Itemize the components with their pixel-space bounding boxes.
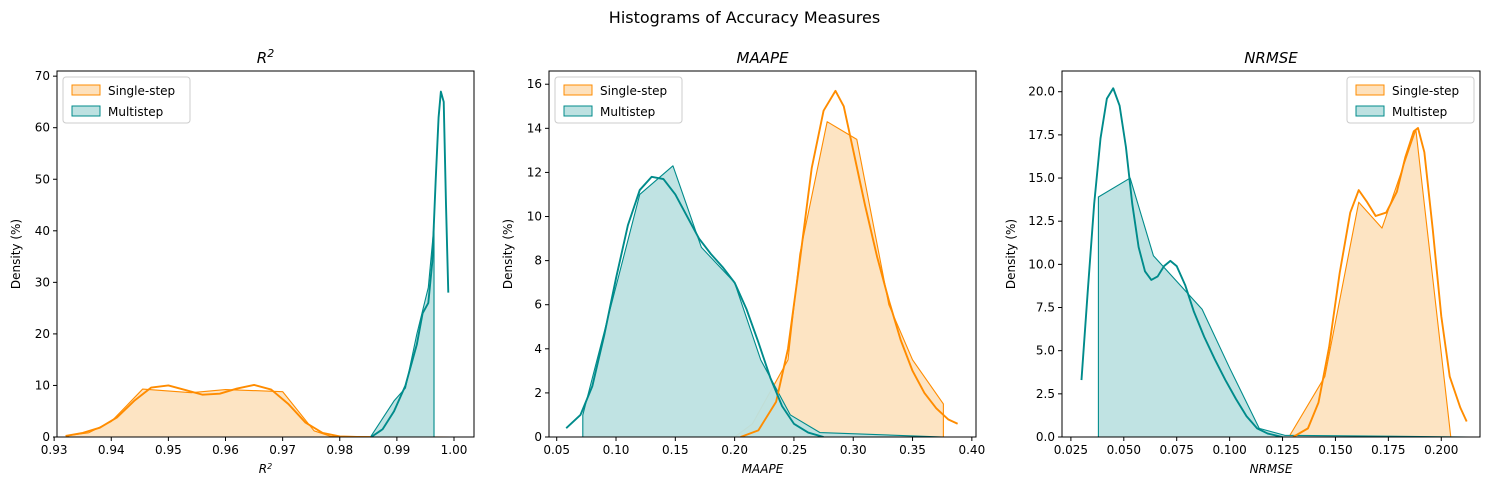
y-axis-label: Density (%) — [501, 219, 515, 289]
y-tick-label: 4 — [534, 342, 542, 356]
legend-swatch — [563, 84, 593, 96]
x-tick-label: 0.100 — [1212, 443, 1246, 457]
y-tick-label: 40 — [35, 224, 50, 238]
legend-swatch — [1355, 84, 1385, 96]
x-tick-label: 0.15 — [662, 443, 689, 457]
single-step-kde-line — [65, 383, 357, 437]
legend-swatch — [71, 105, 101, 117]
y-tick-label: 15.0 — [1028, 171, 1055, 185]
x-tick-label: 0.175 — [1371, 443, 1405, 457]
y-tick-label: 16 — [527, 77, 542, 91]
single-step-kde-line — [1292, 127, 1468, 437]
x-tick-label: 0.05 — [543, 443, 570, 457]
plot-area — [1080, 87, 1470, 437]
x-tick-label: 0.30 — [840, 443, 867, 457]
x-tick-label: 0.97 — [269, 443, 296, 457]
y-tick-label: 12 — [527, 165, 542, 179]
y-tick-label: 17.5 — [1028, 128, 1055, 142]
y-tick-label: 60 — [35, 121, 50, 135]
axes-frame — [1061, 70, 1481, 438]
axes-frame — [56, 70, 475, 438]
y-tick-label: 2 — [534, 386, 542, 400]
y-tick-label: 0 — [534, 430, 542, 444]
y-tick-label: 12.5 — [1028, 214, 1055, 228]
x-tick-label: 0.050 — [1107, 443, 1141, 457]
multistep-hist-area — [1097, 177, 1470, 437]
x-axis-label: MAAPE — [742, 462, 784, 476]
panel-3: 0.025 0.050 0.075 0.100 0.125 0.150 0.175 0.200… — [1004, 49, 1481, 476]
panel-1: 0.93 0.94 0.95 0.96 0.97 0.98 0.99 1.00 0 10 20 30 4… — [9, 47, 475, 477]
y-tick-label: 0 — [42, 430, 50, 444]
legend-swatch — [563, 105, 593, 117]
plot-area — [65, 90, 452, 437]
legend: Single-step Multistep — [1346, 76, 1475, 124]
x-tick-label: 0.98 — [326, 443, 353, 457]
y-axis-label: Density (%) — [9, 219, 23, 289]
single-step-hist-area — [1097, 129, 1452, 437]
x-tick-label: 0.40 — [958, 443, 985, 457]
y-tick-label: 30 — [35, 275, 50, 289]
x-tick-label: 0.150 — [1318, 443, 1352, 457]
y-tick-label: 5.0 — [1036, 344, 1055, 358]
legend: Single-step Multistep — [62, 76, 191, 124]
legend-swatch — [1355, 105, 1385, 117]
y-tick-label: 10 — [35, 378, 50, 392]
y-axis-label: Density (%) — [1004, 219, 1018, 289]
x-tick-label: 0.200 — [1424, 443, 1458, 457]
plot-area — [565, 89, 959, 437]
y-tick-label: 0.0 — [1036, 430, 1055, 444]
legend: Single-step Multistep — [554, 76, 683, 124]
x-tick-label: 0.93 — [41, 443, 68, 457]
x-tick-label: 0.94 — [98, 443, 125, 457]
legend-label: Multistep — [600, 105, 655, 119]
y-tick-label: 20.0 — [1028, 85, 1055, 99]
x-tick-label: 0.25 — [781, 443, 808, 457]
y-tick-label: 8 — [534, 254, 542, 268]
x-axis-label: R2 — [259, 462, 272, 477]
legend-label: Single-step — [600, 84, 667, 98]
x-tick-label: 0.20 — [721, 443, 748, 457]
y-tick-label: 50 — [35, 172, 50, 186]
y-tick-label: 7.5 — [1036, 301, 1055, 315]
panel-title: MAAPE — [737, 49, 790, 67]
y-tick-label: 20 — [35, 327, 50, 341]
multistep-kde-line — [370, 90, 450, 437]
panel-title: R2 — [257, 47, 274, 68]
x-tick-label: 0.96 — [212, 443, 239, 457]
y-tick-label: 6 — [534, 298, 542, 312]
x-axis-label: NRMSE — [1250, 462, 1293, 476]
x-tick-label: 0.075 — [1160, 443, 1194, 457]
y-tick-label: 2.5 — [1036, 387, 1055, 401]
single-step-kde-line — [740, 89, 959, 437]
legend-label: Multistep — [108, 105, 163, 119]
y-tick-label: 70 — [35, 69, 50, 83]
x-tick-label: 0.35 — [899, 443, 926, 457]
multistep-kde-line — [565, 175, 824, 437]
x-tick-label: 0.125 — [1265, 443, 1299, 457]
x-tick-label: 0.025 — [1054, 443, 1088, 457]
x-tick-label: 0.99 — [384, 443, 411, 457]
y-tick-label: 14 — [527, 121, 542, 135]
legend-label: Single-step — [108, 84, 175, 98]
legend-label: Single-step — [1392, 84, 1459, 98]
legend-swatch — [71, 84, 101, 96]
x-tick-label: 1.00 — [441, 443, 468, 457]
y-tick-label: 10 — [527, 210, 542, 224]
figure-suptitle: Histograms of Accuracy Measures — [609, 8, 880, 27]
legend-label: Multistep — [1392, 105, 1447, 119]
multistep-kde-line — [1080, 87, 1283, 437]
x-tick-label: 0.10 — [603, 443, 630, 457]
y-tick-label: 10.0 — [1028, 257, 1055, 271]
x-tick-label: 0.95 — [155, 443, 182, 457]
panel-title: NRMSE — [1244, 49, 1298, 67]
panel-2: 0.05 0.10 0.15 0.20 0.25 0.30 0.35 0.40 0 2 4 6 8 10 1… — [501, 49, 985, 476]
axes-frame — [548, 70, 977, 438]
multistep-hist-area — [370, 225, 435, 437]
